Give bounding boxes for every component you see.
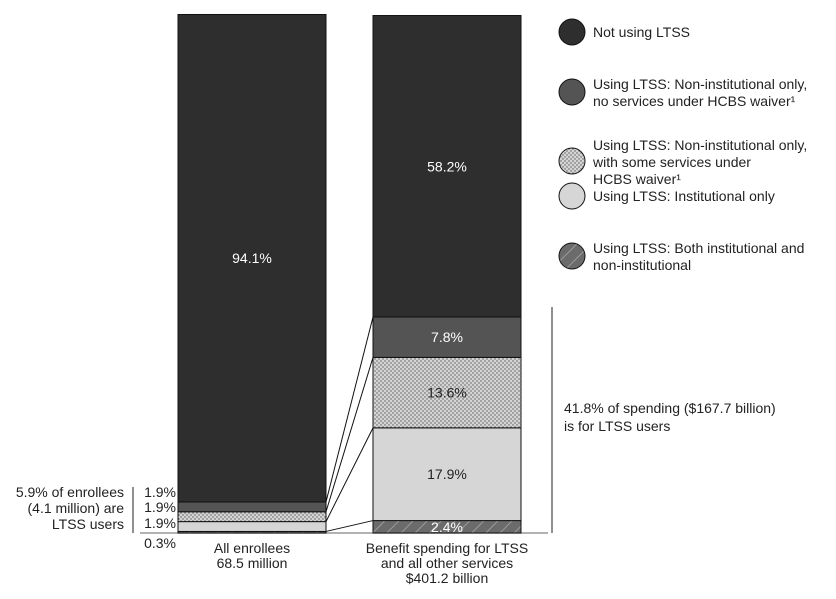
bar-segment	[177, 511, 327, 523]
bar-segment	[372, 316, 522, 358]
connector-lines	[325, 316, 374, 534]
bar-segment	[177, 501, 327, 513]
data-label: 7.8%	[431, 329, 463, 345]
data-label: 2.4%	[431, 519, 463, 535]
connector-line	[325, 357, 374, 512]
category-label: 68.5 million	[217, 555, 288, 571]
data-label: 17.9%	[427, 466, 467, 482]
data-label: 94.1%	[232, 250, 272, 266]
bar-segment	[177, 13, 327, 503]
enrollees-annotation: 5.9% of enrollees	[16, 484, 124, 500]
labels: 2.4%17.9%13.6%7.8%58.2%94.1%1.9%1.9%1.9%…	[144, 158, 528, 586]
data-label: 1.9%	[144, 484, 176, 500]
data-label: 1.9%	[144, 515, 176, 531]
legend-label: Using LTSS: Non-institutional only,	[593, 76, 807, 92]
bar-segment	[372, 356, 522, 429]
enrollees-annotation: LTSS users	[52, 516, 124, 532]
legend: Not using LTSS Using LTSS: Non-institutio…	[558, 18, 807, 273]
category-label: Benefit spending for LTSS	[366, 540, 528, 556]
data-label: 1.9%	[144, 499, 176, 515]
bar-segment	[372, 15, 522, 318]
legend-swatch-icon	[558, 182, 586, 210]
legend-label: Using LTSS: Both institutional and	[593, 240, 804, 256]
category-label: $401.2 billion	[406, 570, 489, 586]
legend-label: Using LTSS: Non-institutional only,	[593, 137, 807, 153]
bars	[140, 13, 548, 534]
category-label: and all other services	[381, 555, 513, 571]
spending-annotation: 41.8% of spending ($167.7 billion)	[564, 400, 776, 416]
connector-line	[325, 427, 374, 522]
legend-label: non-institutional	[593, 257, 691, 273]
legend-swatch-icon	[558, 242, 586, 270]
spending-annotation: is for LTSS users	[564, 418, 670, 434]
bar-segment	[372, 427, 522, 522]
legend-label: Using LTSS: Institutional only	[593, 188, 775, 204]
connector-line	[325, 316, 374, 503]
data-label: 0.3%	[144, 535, 176, 551]
data-label: 13.6%	[427, 385, 467, 401]
enrollees-annotation: (4.1 million) are	[28, 500, 125, 516]
legend-label: no services under HCBS waiver¹	[593, 93, 796, 109]
category-label: All enrollees	[214, 540, 290, 556]
legend-swatch-icon	[558, 18, 586, 46]
data-label: 58.2%	[427, 158, 467, 174]
legend-label: HCBS waiver¹	[593, 171, 681, 187]
connector-line	[325, 520, 374, 532]
legend-swatch-icon	[558, 147, 586, 175]
legend-label: Not using LTSS	[593, 24, 690, 40]
legend-label: with some services under	[592, 154, 751, 170]
legend-swatch-icon	[558, 78, 586, 106]
bar-segment	[177, 521, 327, 532]
